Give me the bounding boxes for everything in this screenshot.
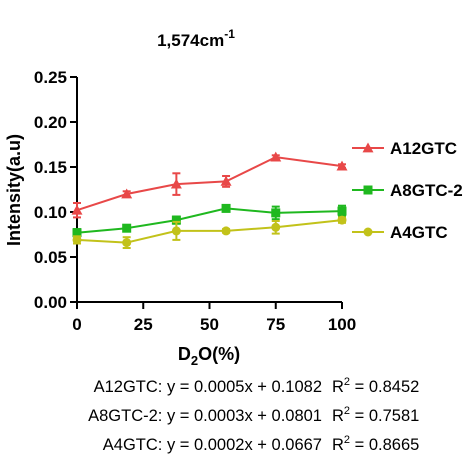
legend-item-a12gtc: A12GTC	[352, 139, 457, 158]
legend-marker	[362, 142, 374, 153]
y-tick-label: 0.15	[34, 158, 67, 177]
data-point	[71, 204, 83, 215]
data-point	[171, 215, 181, 225]
x-tick-label: 75	[266, 315, 285, 334]
data-point	[122, 223, 132, 233]
data-point	[270, 151, 282, 162]
y-axis-label: Intensity(a.u)	[4, 134, 24, 246]
data-point	[121, 188, 133, 199]
legend-label: A8GTC-2	[390, 181, 463, 200]
data-point	[221, 203, 231, 213]
data-point	[337, 206, 347, 216]
x-axis-label: D2O(%)	[178, 344, 240, 368]
y-ticks: 0.00 0.05 0.10 0.15 0.20 0.25	[34, 68, 77, 312]
legend-item-a4gtc: A4GTC	[352, 223, 448, 242]
data-point	[170, 178, 182, 189]
chart-title: 1,574cm-1	[157, 27, 235, 50]
series-line-a12gtc	[76, 156, 343, 212]
y-tick-label: 0.00	[34, 293, 67, 312]
legend: A12GTC A8GTC-2 A4GTC	[352, 139, 463, 242]
series-layer	[71, 151, 348, 249]
x-ticks: 0 25 50 75 100	[72, 302, 356, 334]
series-a12gtc	[71, 151, 348, 219]
data-point	[171, 226, 181, 236]
data-point	[336, 160, 348, 171]
x-tick-label: 50	[200, 315, 219, 334]
r2-a12gtc: R2 = 0.8452	[332, 376, 419, 396]
regression-equations: A12GTC: y = 0.0005x + 0.1082 R2 = 0.8452…	[88, 376, 419, 454]
data-point	[72, 228, 82, 238]
r2-a8gtc-2: R2 = 0.7581	[332, 405, 419, 425]
x-tick-label: 25	[134, 315, 153, 334]
legend-item-a8gtc-2: A8GTC-2	[352, 181, 463, 200]
equation-a4gtc: A4GTC: y = 0.0002x + 0.0667	[103, 436, 322, 454]
data-point	[122, 238, 132, 248]
legend-label: A12GTC	[390, 139, 457, 158]
equation-a12gtc: A12GTC: y = 0.0005x + 0.1082	[94, 378, 322, 396]
series-line-a4gtc	[76, 219, 343, 244]
x-tick-label: 100	[328, 315, 356, 334]
data-point	[221, 226, 231, 236]
y-tick-label: 0.10	[34, 203, 67, 222]
equation-a8gtc-2: A8GTC-2: y = 0.0003x + 0.0801	[88, 407, 322, 425]
series-line-a8gtc-2	[76, 207, 343, 234]
data-point	[337, 215, 347, 225]
y-tick-label: 0.05	[34, 248, 67, 267]
legend-label: A4GTC	[390, 223, 448, 242]
data-point	[220, 175, 232, 186]
data-point	[271, 208, 281, 218]
data-point	[72, 235, 82, 245]
r2-a4gtc: R2 = 0.8665	[332, 434, 419, 454]
x-tick-label: 0	[72, 315, 81, 334]
series-a8gtc-2	[72, 203, 347, 238]
y-tick-label: 0.25	[34, 68, 67, 87]
series-a4gtc	[72, 215, 347, 249]
data-point	[271, 222, 281, 232]
y-tick-label: 0.20	[34, 113, 67, 132]
legend-marker	[363, 185, 373, 195]
legend-marker	[363, 227, 373, 237]
